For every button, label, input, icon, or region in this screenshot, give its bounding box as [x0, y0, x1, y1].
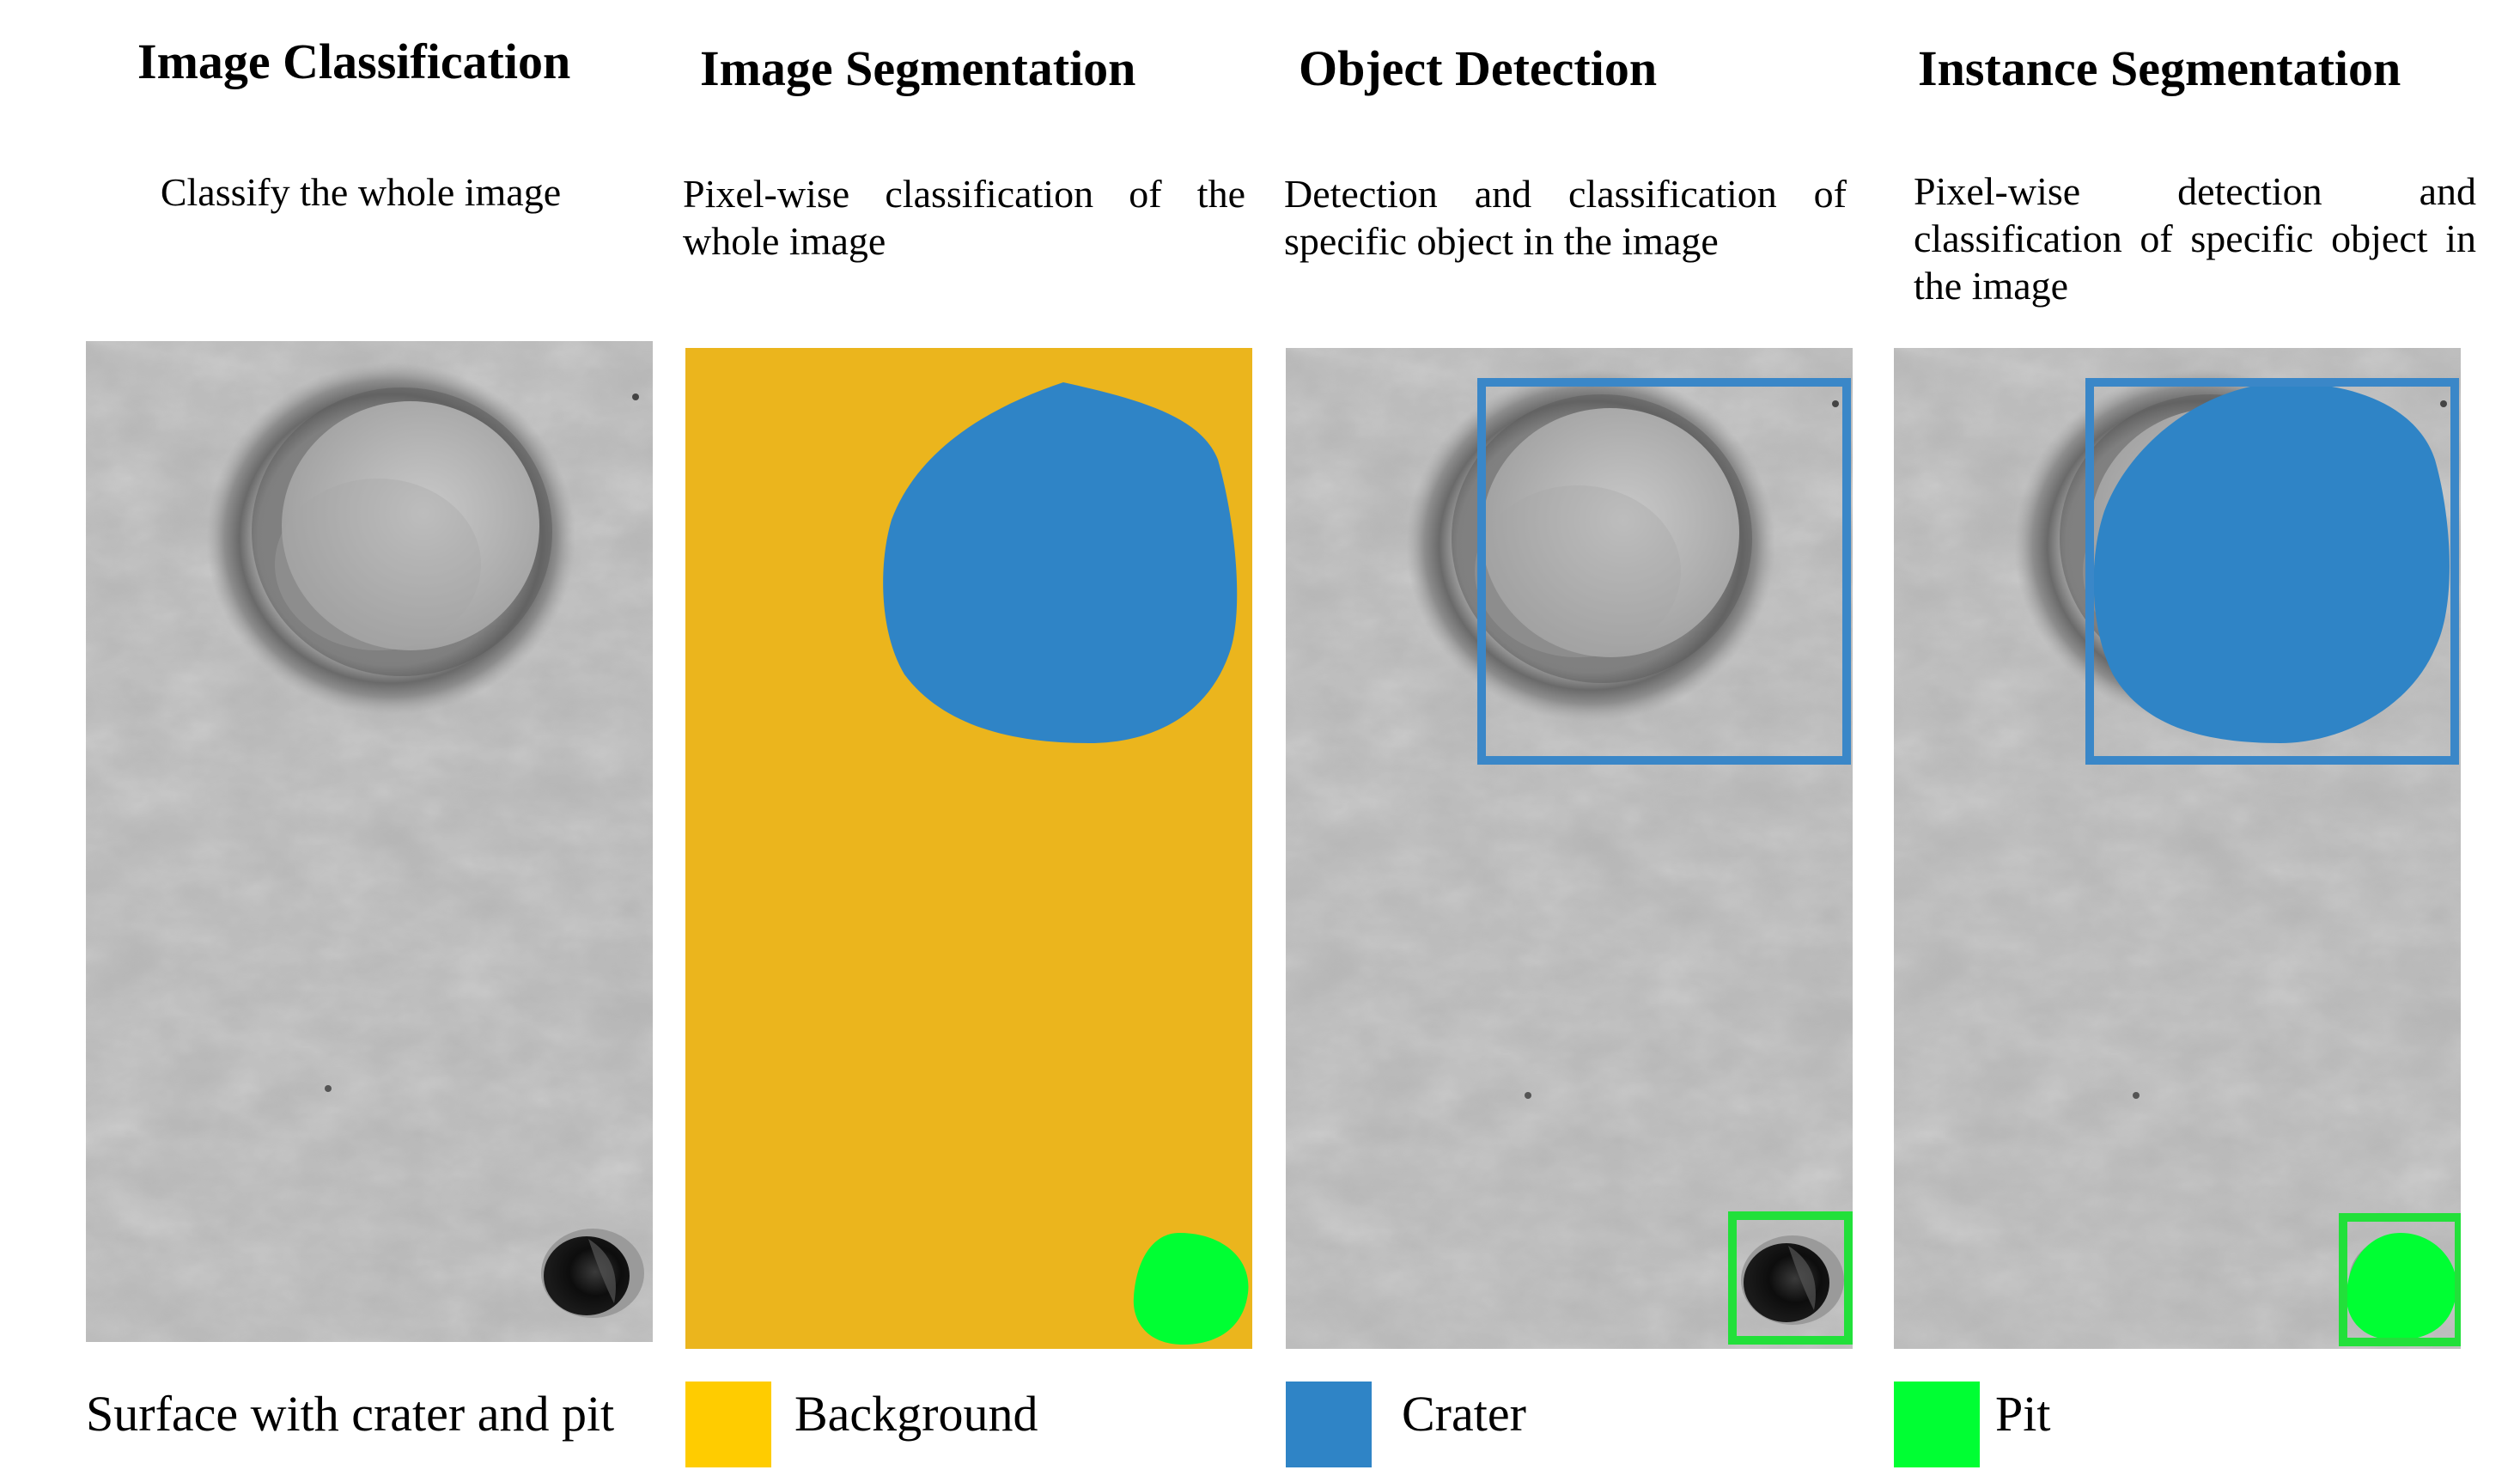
crater-bounding-box — [1477, 378, 1851, 765]
segmentation-pit-mask — [1133, 1233, 1249, 1345]
instance-crater-mask — [2093, 382, 2450, 743]
segmentation-crater-mask — [883, 382, 1238, 743]
desc-instance-segmentation: Pixel-wise detection and classification … — [1914, 169, 2476, 308]
segmentation-image — [685, 348, 1252, 1349]
title-instance-segmentation: Instance Segmentation — [1918, 40, 2401, 96]
classification-image — [86, 341, 653, 1342]
instance-pit-mask — [2346, 1233, 2457, 1340]
legend-swatch-background — [685, 1382, 771, 1467]
legend-label-pit: Pit — [1995, 1386, 2051, 1442]
desc-image-segmentation: Pixel-wise classification of the whole i… — [683, 172, 1245, 263]
legend-swatch-crater — [1286, 1382, 1372, 1467]
detection-image — [1286, 348, 1853, 1349]
desc-object-detection: Detection and classification of specific… — [1284, 172, 1847, 263]
legend-label-background: Background — [794, 1386, 1038, 1442]
title-image-segmentation: Image Segmentation — [700, 40, 1136, 96]
pit-bounding-box — [1728, 1211, 1853, 1345]
classification-label: Surface with crater and pit — [86, 1386, 615, 1442]
legend-swatch-pit — [1894, 1382, 1980, 1467]
title-object-detection: Object Detection — [1299, 40, 1658, 96]
legend-label-crater: Crater — [1402, 1386, 1526, 1442]
title-image-classification: Image Classification — [137, 34, 571, 89]
instance-segmentation-image — [1894, 348, 2461, 1349]
instance-pit-box — [2339, 1213, 2461, 1346]
desc-image-classification: Classify the whole image — [160, 170, 562, 214]
instance-crater-box — [2085, 378, 2459, 765]
